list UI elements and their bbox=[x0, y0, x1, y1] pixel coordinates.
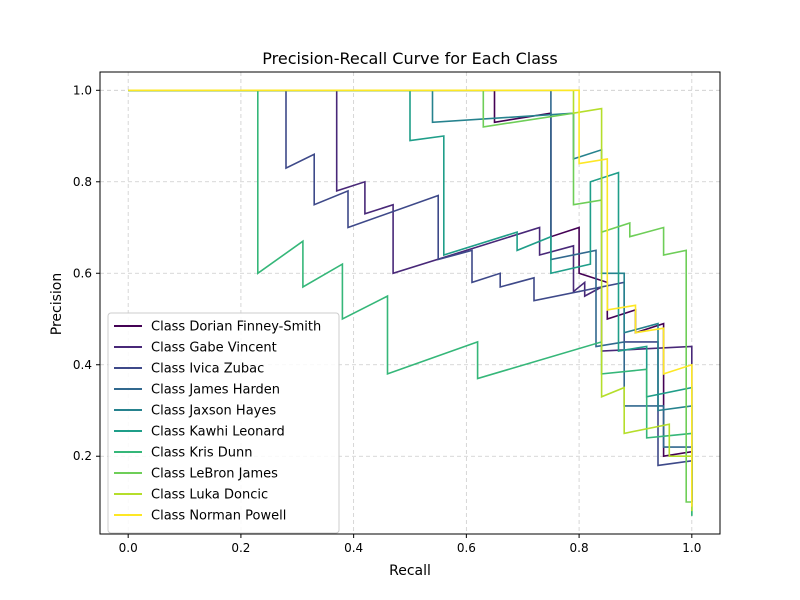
y-axis-label: Precision bbox=[49, 273, 65, 335]
x-tick-label: 0.6 bbox=[457, 541, 476, 555]
y-tick-label: 0.8 bbox=[73, 175, 92, 189]
legend: Class Dorian Finney-Smith Class Gabe Vinc… bbox=[107, 312, 340, 534]
legend-label: Class Kris Dunn bbox=[151, 446, 252, 461]
x-axis-ticks: 0.0 0.2 0.4 0.6 0.8 1.0 bbox=[119, 534, 701, 555]
series-line-class-luka-doncic bbox=[128, 89, 693, 512]
y-tick-label: 0.4 bbox=[73, 358, 92, 372]
y-tick-label: 1.0 bbox=[73, 83, 92, 97]
plot-frame bbox=[99, 71, 721, 535]
series-line-class-lebron-james bbox=[128, 89, 692, 503]
legend-label: Class Dorian Finney-Smith bbox=[151, 320, 321, 335]
legend-label: Class Kawhi Leonard bbox=[151, 425, 285, 440]
y-tick-label: 0.2 bbox=[73, 449, 92, 463]
x-tick-label: 0.8 bbox=[570, 541, 589, 555]
chart-title: Precision-Recall Curve for Each Class bbox=[262, 49, 557, 68]
series-line-class-james-harden bbox=[128, 89, 693, 502]
legend-label: Class Jaxson Hayes bbox=[151, 404, 276, 419]
y-axis-ticks: 0.2 0.4 0.6 0.8 1.0 bbox=[73, 83, 100, 463]
series-lines bbox=[128, 89, 693, 516]
legend-label: Class LeBron James bbox=[151, 467, 278, 482]
series-line-class-kawhi-leonard bbox=[128, 89, 693, 516]
legend-label: Class Luka Doncic bbox=[151, 488, 268, 503]
series-line-class-norman-powell bbox=[128, 89, 693, 507]
y-tick-label: 0.6 bbox=[73, 266, 92, 280]
x-tick-label: 0.4 bbox=[344, 541, 363, 555]
x-tick-label: 0.0 bbox=[119, 541, 138, 555]
series-line-class-ivica-zubac bbox=[128, 89, 693, 502]
x-axis-label: Recall bbox=[389, 563, 431, 579]
series-line-class-kris-dunn bbox=[128, 89, 693, 516]
legend-label: Class James Harden bbox=[151, 383, 280, 398]
legend-label: Class Norman Powell bbox=[151, 509, 286, 524]
grid-lines bbox=[100, 72, 720, 534]
x-tick-label: 0.2 bbox=[231, 541, 250, 555]
legend-box bbox=[107, 312, 340, 534]
legend-label: Class Gabe Vincent bbox=[151, 341, 277, 356]
x-tick-label: 1.0 bbox=[682, 541, 701, 555]
legend-label: Class Ivica Zubac bbox=[151, 362, 264, 377]
